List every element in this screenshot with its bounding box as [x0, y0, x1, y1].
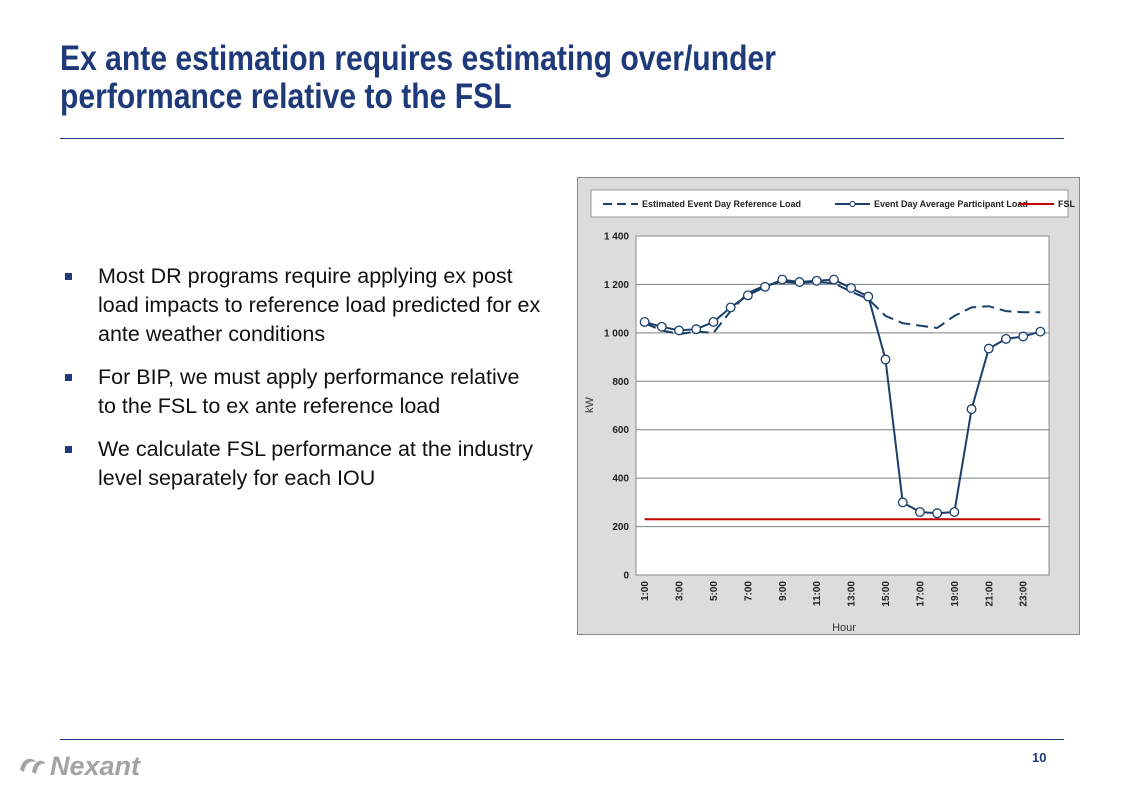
y-axis-ticks: 0 200 400 600 800 1 000 1 200 1 400 — [604, 232, 629, 582]
data-point — [725, 302, 736, 313]
title-line-1: Ex ante estimation requires estimating o… — [60, 39, 776, 78]
nexant-logo: Nexant — [20, 751, 141, 781]
data-point — [1018, 331, 1029, 342]
square-bullet-icon — [65, 446, 72, 453]
data-point — [863, 291, 874, 302]
x-tick-label: 7:00 — [743, 581, 754, 601]
legend-items: Estimated Event Day Reference Load Event … — [603, 199, 1076, 209]
legend-marker — [849, 200, 856, 208]
title-line-2: performance relative to the FSL — [60, 77, 512, 116]
data-point — [777, 274, 788, 285]
series-layer — [639, 274, 1046, 521]
page-number: 10 — [1032, 750, 1047, 765]
data-point — [846, 283, 857, 294]
y-tick-label: 400 — [612, 474, 629, 485]
chart-legend — [590, 189, 1069, 218]
logo-mark-icon — [20, 758, 46, 774]
series-line — [644, 280, 1041, 336]
bullet-text: For BIP, we must apply performance relat… — [98, 365, 520, 418]
data-point — [691, 324, 702, 335]
load-chart: Estimated Event Day Reference Load Event … — [577, 177, 1080, 635]
x-tick-label: 21:00 — [984, 581, 995, 607]
bullet-text: Most DR programs require applying ex pos… — [98, 264, 541, 346]
data-point — [897, 497, 908, 508]
data-point — [914, 507, 925, 517]
x-tick-label: 11:00 — [812, 581, 823, 606]
x-tick-label: 3:00 — [675, 581, 686, 601]
data-point — [708, 317, 719, 327]
x-tick-label: 5:00 — [709, 581, 720, 601]
bullet-item: We calculate FSL performance at the indu… — [62, 435, 542, 493]
x-tick-label: 1:00 — [640, 581, 651, 601]
bullet-text: We calculate FSL performance at the indu… — [98, 437, 533, 490]
y-tick-label: 1 200 — [604, 280, 629, 291]
logo-wordmark: Nexant — [50, 751, 141, 781]
data-point — [742, 290, 753, 301]
x-tick-label: 9:00 — [778, 581, 789, 601]
data-point — [932, 508, 943, 519]
x-tick-label: 15:00 — [881, 581, 892, 607]
bullet-list: Most DR programs require applying ex pos… — [62, 262, 542, 507]
y-tick-label: 0 — [623, 571, 629, 582]
data-point — [639, 317, 650, 327]
legend-label: Event Day Average Participant Load — [874, 199, 1028, 209]
data-point — [794, 277, 805, 287]
data-point — [966, 404, 977, 415]
title-divider — [60, 138, 1064, 139]
bullet-item: Most DR programs require applying ex pos… — [62, 262, 542, 349]
legend-label: Estimated Event Day Reference Load — [642, 199, 801, 209]
legend-label: FSL — [1058, 199, 1076, 209]
data-point — [949, 507, 960, 517]
data-point — [828, 274, 839, 285]
x-tick-label: 19:00 — [950, 581, 961, 607]
x-axis-ticks: 1:00 3:00 5:00 7:00 9:00 11:00 13:00 15:00 17:00… — [640, 581, 1030, 607]
bullet-item: For BIP, we must apply performance relat… — [62, 363, 542, 421]
y-tick-label: 800 — [612, 377, 629, 388]
data-point — [811, 275, 822, 286]
data-point — [1001, 333, 1011, 344]
y-tick-label: 600 — [612, 425, 629, 436]
x-tick-label: 23:00 — [1019, 581, 1030, 607]
square-bullet-icon — [65, 273, 72, 280]
footer-divider — [60, 739, 1064, 740]
data-point — [656, 321, 667, 332]
x-tick-label: 13:00 — [847, 581, 858, 607]
data-point — [880, 354, 891, 365]
data-point — [674, 325, 684, 336]
square-bullet-icon — [65, 374, 72, 381]
x-axis-label: Hour — [832, 622, 856, 634]
page-title: Ex ante estimation requires estimating o… — [60, 40, 920, 116]
y-tick-label: 1 000 — [604, 328, 629, 339]
data-point — [983, 343, 994, 354]
x-tick-label: 17:00 — [915, 581, 926, 607]
y-tick-label: 1 400 — [604, 232, 629, 243]
data-point — [760, 281, 771, 292]
y-axis-label: kW — [584, 396, 596, 413]
y-tick-label: 200 — [612, 522, 629, 533]
data-point — [1035, 326, 1046, 337]
